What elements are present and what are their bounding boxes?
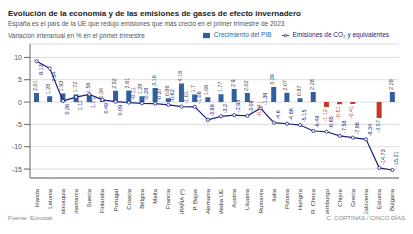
svg-text:-8.34: -8.34 — [367, 124, 373, 137]
svg-text:0: 0 — [18, 99, 22, 106]
svg-text:Dinamarca: Dinamarca — [73, 188, 79, 214]
svg-text:2.28: 2.28 — [388, 79, 394, 90]
svg-text:-0.11: -0.11 — [130, 87, 136, 99]
html-text:Variación interanual en % en e: Variación interanual en % en el primer t… — [8, 32, 145, 39]
svg-text:1.72: 1.72 — [72, 82, 78, 93]
svg-text:0.86: 0.86 — [163, 85, 170, 97]
html-text:Emisiones de CO₂ y equivalente: Emisiones de CO₂ y equivalentes — [292, 31, 389, 38]
svg-text:-7.96: -7.96 — [354, 122, 360, 135]
svg-text:-0.62: -0.62 — [169, 89, 175, 102]
html-text:España es el país de la UE que: España es el país de la UE que redujo em… — [8, 20, 285, 27]
svg-text:Alemania: Alemania — [205, 188, 211, 214]
svg-text:3.16: 3.16 — [151, 75, 157, 86]
svg-text:4.16: 4.16 — [177, 71, 183, 82]
svg-text:Eslovaquia: Eslovaquia — [60, 188, 66, 214]
svg-text:0.87: 0.87 — [296, 85, 302, 96]
svg-text:Portugal: Portugal — [113, 189, 119, 211]
svg-text:-4.86: -4.86 — [288, 108, 294, 121]
svg-text:2.52: 2.52 — [111, 78, 117, 89]
svg-text:Polonia: Polonia — [284, 188, 290, 209]
svg-text:Media UE: Media UE — [218, 189, 224, 214]
html-text:Evolución de la economía y de: Evolución de la economía y de las emisio… — [8, 9, 301, 18]
svg-text:-3.98: -3.98 — [209, 104, 215, 117]
html-text:C. CORTINAS / CINCO DÍAS: C. CORTINAS / CINCO DÍAS — [326, 215, 405, 221]
svg-text:Eslovenia: Eslovenia — [363, 188, 369, 214]
svg-text:-4.6: -4.6 — [275, 110, 281, 119]
svg-text:Luxemburgo: Luxemburgo — [324, 188, 330, 214]
svg-text:-1.12: -1.12 — [321, 109, 328, 122]
svg-text:10: 10 — [14, 54, 22, 61]
svg-text:1.77: 1.77 — [217, 81, 223, 92]
svg-text:Suecia: Suecia — [86, 188, 92, 207]
svg-text:-0.51: -0.51 — [335, 106, 341, 119]
svg-text:3.39: 3.39 — [269, 74, 275, 85]
svg-text:Malta: Malta — [152, 188, 158, 203]
svg-text:Austria: Austria — [231, 188, 237, 207]
svg-text:1.28: 1.28 — [45, 84, 51, 95]
svg-text:-14.73: -14.73 — [380, 149, 386, 165]
svg-text:P. Bajos: P. Bajos — [192, 189, 198, 211]
svg-text:R. Checa: R. Checa — [310, 188, 316, 214]
svg-text:0.34: 0.34 — [98, 88, 104, 99]
svg-text:-3.57: -3.57 — [375, 120, 381, 133]
svg-text:1.71: 1.71 — [90, 97, 96, 108]
svg-text:-1.06: -1.06 — [196, 91, 202, 104]
svg-text:-3.09: -3.09 — [248, 100, 254, 113]
svg-text:-1.01: -1.01 — [183, 91, 189, 104]
html-text:Fuente: Eurostat: Fuente: Eurostat — [8, 215, 53, 221]
svg-text:-10: -10 — [12, 143, 22, 150]
svg-text:Hungría: Hungría — [297, 188, 303, 210]
svg-text:-0.41: -0.41 — [348, 106, 354, 119]
svg-text:-15: -15 — [12, 166, 22, 173]
svg-text:1.11: 1.11 — [77, 100, 83, 110]
svg-text:0.49: 0.49 — [103, 103, 109, 114]
svg-text:-1.39: -1.39 — [262, 93, 268, 106]
svg-text:1.28: 1.28 — [137, 83, 144, 95]
svg-text:-0.37: -0.37 — [156, 88, 162, 101]
svg-text:Letonia: Letonia — [47, 188, 53, 208]
svg-text:Francia: Francia — [165, 188, 171, 209]
svg-text:Grecia: Grecia — [350, 188, 356, 206]
svg-text:2.9: 2.9 — [230, 79, 236, 87]
svg-text:2.61: 2.61 — [124, 78, 130, 89]
svg-text:-6.65: -6.65 — [328, 116, 334, 129]
svg-text:1.56: 1.56 — [85, 82, 91, 93]
svg-text:Irlanda: Irlanda — [34, 188, 40, 207]
svg-text:Bélgica: Bélgica — [139, 188, 145, 208]
svg-text:2.28: 2.28 — [309, 79, 315, 90]
svg-text:-2.93: -2.93 — [235, 100, 241, 113]
svg-text:-15.21: -15.21 — [393, 151, 399, 167]
svg-text:0.09: 0.09 — [117, 105, 123, 116]
svg-text:-3.2: -3.2 — [222, 104, 228, 113]
html-text:Crecimiento del PIB: Crecimiento del PIB — [214, 31, 272, 38]
svg-text:5: 5 — [18, 76, 22, 83]
svg-text:1.06: 1.06 — [203, 85, 209, 96]
svg-text:-0.04: -0.04 — [256, 104, 262, 117]
svg-text:-6.48: -6.48 — [314, 115, 320, 128]
svg-text:ESPAÑA (*): ESPAÑA (*) — [179, 189, 185, 214]
svg-text:1.7: 1.7 — [190, 84, 197, 93]
svg-text:Finlandia: Finlandia — [99, 188, 105, 213]
svg-text:7.54: 7.54 — [51, 71, 57, 82]
svg-text:1.93: 1.93 — [58, 81, 64, 92]
svg-text:2.07: 2.07 — [282, 80, 288, 91]
svg-text:9.13: 9.13 — [38, 64, 44, 75]
svg-text:-5.15: -5.15 — [301, 110, 307, 123]
svg-text:Estonia: Estonia — [376, 188, 382, 209]
svg-text:Rumanía: Rumanía — [258, 188, 264, 213]
svg-text:Croacia: Croacia — [126, 188, 132, 209]
svg-text:Lituania: Lituania — [244, 188, 250, 210]
svg-text:0.26: 0.26 — [64, 104, 70, 115]
svg-text:2.01: 2.01 — [32, 80, 38, 91]
svg-text:-7.58: -7.58 — [341, 120, 347, 133]
svg-text:-0.28: -0.28 — [143, 88, 149, 101]
svg-text:2.02: 2.02 — [243, 80, 249, 91]
svg-text:Italia: Italia — [271, 188, 277, 201]
svg-text:Bulgaria: Bulgaria — [389, 188, 395, 211]
svg-text:Chipre: Chipre — [337, 188, 343, 206]
svg-text:-5: -5 — [16, 121, 22, 128]
